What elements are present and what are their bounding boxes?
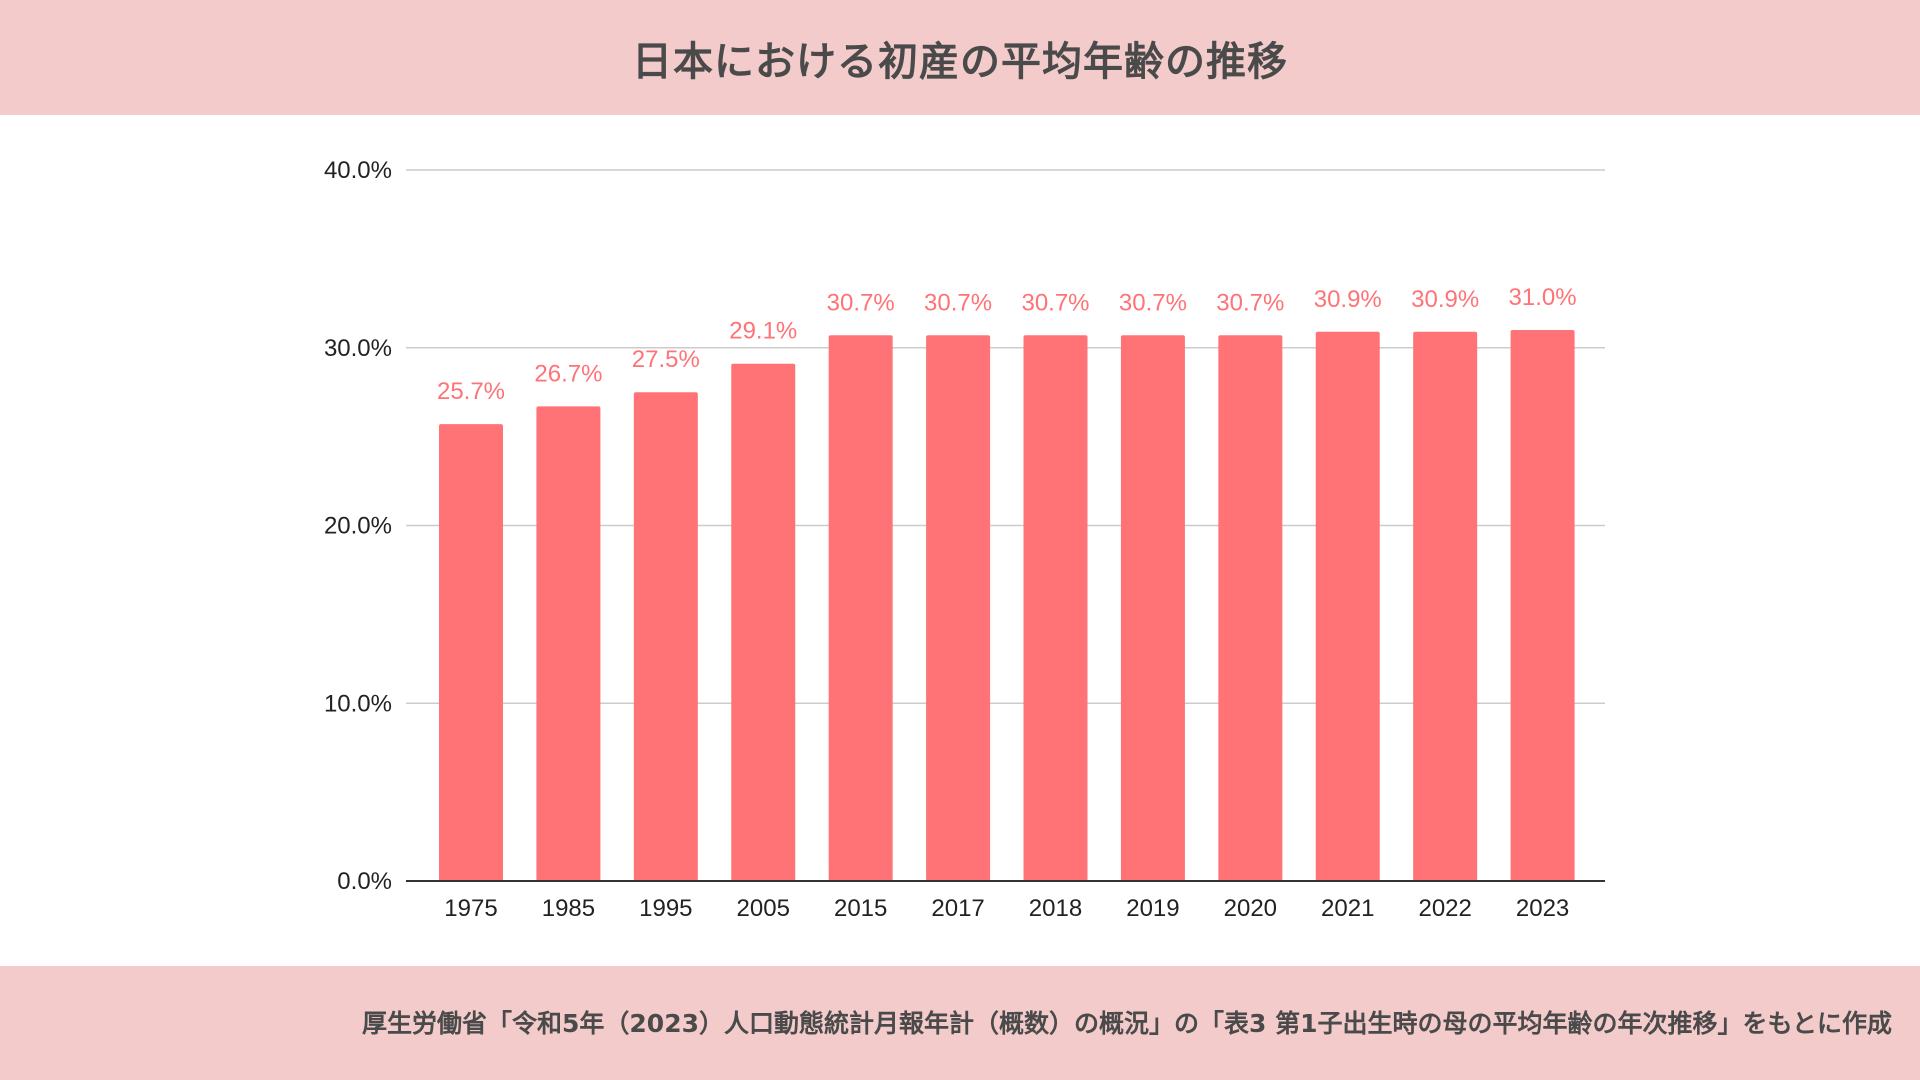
chart-title: 日本における初産の平均年齢の推移 (632, 38, 1288, 85)
bar (926, 335, 991, 881)
y-tick-label: 30.0% (324, 335, 392, 362)
x-tick-label: 2005 (737, 895, 790, 922)
x-tick-label: 1995 (639, 895, 692, 922)
x-tick-label: 2023 (1516, 895, 1569, 922)
bar (1315, 331, 1380, 881)
data-label: 25.7% (437, 378, 505, 405)
title-band: 日本における初産の平均年齢の推移 (0, 0, 1920, 115)
bar (1413, 331, 1478, 881)
x-tick-label: 2018 (1029, 895, 1082, 922)
bar (1510, 329, 1575, 882)
y-tick-label: 40.0% (324, 157, 392, 184)
y-tick-label: 10.0% (324, 690, 392, 717)
bar (439, 424, 503, 881)
bar (828, 335, 893, 881)
x-tick-label: 2019 (1126, 895, 1179, 922)
data-label: 30.9% (1411, 286, 1479, 313)
data-label: 26.7% (534, 360, 602, 387)
bar (1120, 335, 1185, 881)
bar (1023, 335, 1088, 881)
x-tick-label: 2015 (834, 895, 887, 922)
x-tick-label: 1975 (444, 895, 497, 922)
bar (1218, 335, 1283, 881)
data-label: 30.7% (1021, 289, 1089, 316)
x-tick-label: 2020 (1224, 895, 1277, 922)
bar (633, 392, 698, 881)
x-tick-label: 2021 (1321, 895, 1374, 922)
source-note: 厚生労働省「令和5年（2023）人口動態統計月報年計（概数）の概況」の「表3 第… (362, 1009, 1892, 1038)
data-label: 30.7% (827, 289, 895, 316)
data-label: 30.9% (1314, 286, 1382, 313)
x-tick-label: 2022 (1418, 895, 1471, 922)
bar (536, 406, 601, 881)
data-label: 27.5% (632, 346, 700, 373)
chart-area: 0.0% 10.0% 20.0% 30.0% 40.0% 25.7% 1975 26.7% 19… (0, 115, 1920, 966)
data-label: 31.0% (1509, 284, 1577, 311)
y-tick-label: 20.0% (324, 513, 392, 540)
bar-chart: 0.0% 10.0% 20.0% 30.0% 40.0% 25.7% 1975 26.7% 19… (324, 157, 1605, 922)
data-label: 30.7% (1216, 289, 1284, 316)
data-label: 29.1% (729, 318, 797, 345)
x-tick-label: 2017 (931, 895, 984, 922)
y-tick-label: 0.0% (337, 868, 392, 895)
bar (731, 363, 796, 881)
source-band: 厚生労働省「令和5年（2023）人口動態統計月報年計（概数）の概況」の「表3 第… (0, 966, 1920, 1080)
data-label: 30.7% (1119, 289, 1187, 316)
data-label: 30.7% (924, 289, 992, 316)
x-tick-label: 1985 (542, 895, 595, 922)
